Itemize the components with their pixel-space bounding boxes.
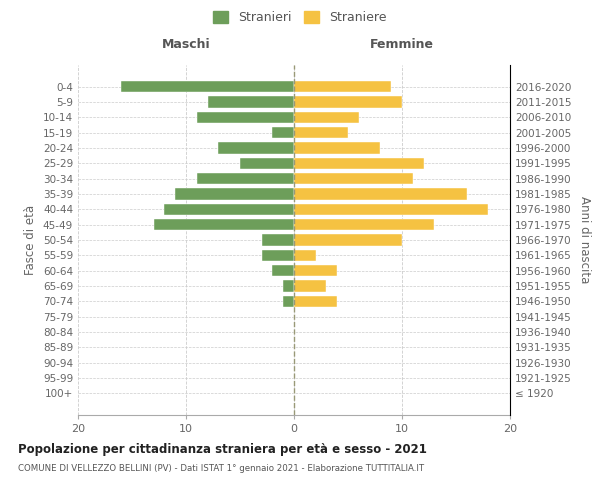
Bar (294, 296, 337, 307)
Y-axis label: Anni di nascita: Anni di nascita (578, 196, 591, 284)
Bar (294, 112, 359, 123)
Text: Maschi: Maschi (161, 38, 211, 51)
Bar (294, 250, 316, 261)
Y-axis label: Fasce di età: Fasce di età (25, 205, 37, 275)
Bar (175, 188, 294, 200)
Bar (294, 188, 467, 200)
Bar (294, 265, 337, 276)
Bar (294, 234, 402, 246)
Bar (240, 158, 294, 169)
Bar (294, 127, 348, 138)
Text: Femmine: Femmine (370, 38, 434, 51)
Bar (262, 234, 294, 246)
Text: COMUNE DI VELLEZZO BELLINI (PV) - Dati ISTAT 1° gennaio 2021 - Elaborazione TUTT: COMUNE DI VELLEZZO BELLINI (PV) - Dati I… (18, 464, 424, 473)
Bar (218, 142, 294, 154)
Bar (272, 265, 294, 276)
Bar (164, 204, 294, 215)
Bar (283, 296, 294, 307)
Bar (154, 219, 294, 230)
Bar (262, 250, 294, 261)
Bar (294, 204, 488, 215)
Legend: Stranieri, Straniere: Stranieri, Straniere (211, 8, 389, 26)
Bar (294, 219, 434, 230)
Bar (294, 142, 380, 154)
Bar (121, 81, 294, 92)
Bar (272, 127, 294, 138)
Bar (283, 280, 294, 292)
Bar (197, 112, 294, 123)
Bar (294, 81, 391, 92)
Text: Popolazione per cittadinanza straniera per età e sesso - 2021: Popolazione per cittadinanza straniera p… (18, 442, 427, 456)
Bar (294, 280, 326, 292)
Bar (197, 173, 294, 184)
Bar (294, 173, 413, 184)
Bar (294, 158, 424, 169)
Bar (294, 96, 402, 108)
Bar (208, 96, 294, 108)
